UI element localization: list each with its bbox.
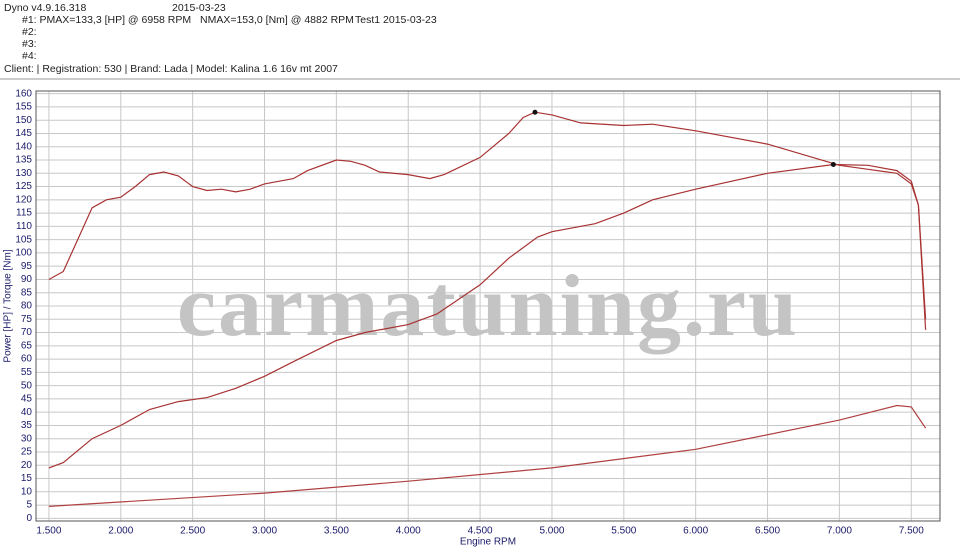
y-tick-label: 120 [15, 194, 32, 205]
y-tick-label: 95 [21, 261, 33, 272]
x-tick-label: 7.000 [827, 526, 852, 537]
y-tick-label: 50 [21, 380, 33, 391]
report-date: 2015-03-23 [172, 2, 226, 14]
peak-marker [830, 162, 836, 168]
y-tick-label: 155 [15, 102, 32, 113]
y-tick-label: 20 [21, 460, 33, 471]
run-slot: #4: [22, 50, 37, 62]
y-tick-label: 100 [15, 248, 32, 259]
peak-marker [532, 109, 538, 115]
plot-border [35, 90, 941, 522]
x-tick-label: 5.500 [611, 526, 636, 537]
run-power: #1: PMAX=133,3 [HP] @ 6958 RPM [22, 14, 191, 26]
y-tick-label: 150 [15, 115, 32, 126]
y-tick-label: 60 [21, 354, 33, 365]
y-tick-label: 140 [15, 141, 32, 152]
x-tick-label: 3.500 [324, 526, 349, 537]
series-line [48, 111, 927, 320]
watermark: carmatuning.ru [177, 258, 799, 355]
y-tick-label: 135 [15, 155, 32, 166]
y-tick-label: 145 [15, 128, 32, 139]
series-line [48, 404, 927, 507]
y-tick-label: 85 [21, 287, 33, 298]
x-axis-title: Engine RPM [460, 537, 516, 548]
y-tick-label: 160 [15, 88, 32, 99]
y-tick-label: 5 [26, 500, 32, 511]
y-tick-label: 75 [21, 314, 33, 325]
x-tick-label: 2.000 [108, 526, 133, 537]
x-tick-label: 4.000 [396, 526, 421, 537]
y-tick-label: 15 [21, 473, 33, 484]
y-tick-label: 35 [21, 420, 33, 431]
app-version: Dyno v4.9.16.318 [4, 2, 86, 14]
run-slot: #2: [22, 26, 37, 38]
y-axis-title: Power [HP] / Torque [Nm] [3, 249, 14, 362]
x-tick-label: 7.500 [899, 526, 924, 537]
run-slot: #3: [22, 38, 37, 50]
x-tick-label: 4.500 [468, 526, 493, 537]
x-tick-label: 3.000 [252, 526, 277, 537]
y-tick-label: 25 [21, 447, 33, 458]
y-tick-label: 45 [21, 394, 33, 405]
client-info: Client: | Registration: 530 | Brand: Lad… [4, 63, 338, 75]
y-tick-label: 30 [21, 433, 33, 444]
y-tick-label: 110 [16, 221, 32, 232]
y-tick-label: 115 [16, 208, 32, 219]
y-tick-label: 0 [26, 513, 32, 524]
x-tick-label: 6.000 [683, 526, 708, 537]
series-line [48, 163, 927, 469]
y-tick-label: 105 [15, 234, 32, 245]
y-tick-label: 80 [21, 301, 33, 312]
run-torque: NMAX=153,0 [Nm] @ 4882 RPM [200, 14, 354, 26]
y-tick-label: 40 [21, 407, 33, 418]
x-tick-label: 1.500 [36, 526, 61, 537]
y-tick-label: 10 [21, 486, 33, 497]
y-tick-label: 130 [15, 168, 32, 179]
y-tick-label: 65 [21, 340, 33, 351]
x-tick-label: 5.000 [539, 526, 564, 537]
y-tick-label: 70 [21, 327, 33, 338]
y-tick-label: 55 [21, 367, 33, 378]
run-test: Test1 2015-03-23 [355, 14, 437, 26]
x-tick-label: 6.500 [755, 526, 780, 537]
x-tick-label: 2.500 [180, 526, 205, 537]
y-tick-label: 90 [21, 274, 33, 285]
y-tick-label: 125 [15, 181, 32, 192]
